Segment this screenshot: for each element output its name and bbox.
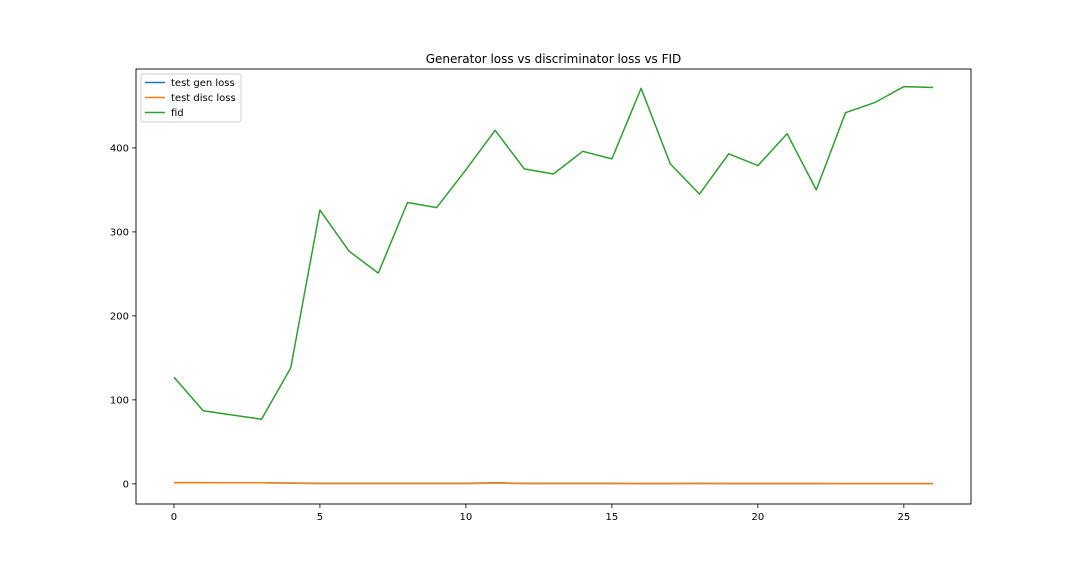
series-layer — [173, 85, 934, 485]
legend-label-fid: fid — [171, 108, 184, 119]
x-tick-label: 25 — [897, 512, 910, 523]
legend: test gen loss test disc loss fid — [140, 73, 242, 123]
x-tick-label: 15 — [606, 512, 619, 523]
series-line-test-disc-loss — [174, 481, 933, 485]
legend-frame — [140, 73, 242, 123]
y-tick-label: 100 — [110, 395, 129, 406]
y-tick-label: 200 — [110, 311, 129, 322]
y-tick-label: 0 — [123, 479, 129, 490]
y-axis-ticks: 0 100 200 300 400 — [110, 143, 136, 490]
x-tick-label: 20 — [752, 512, 765, 523]
y-tick-label: 300 — [110, 227, 129, 238]
chart-title: Generator loss vs discriminator loss vs … — [426, 52, 682, 66]
legend-label-test-gen-loss: test gen loss — [171, 78, 235, 89]
y-tick-label: 400 — [110, 143, 129, 154]
plot-area-frame — [135, 68, 972, 505]
series-line-fid — [173, 85, 934, 420]
x-axis-ticks: 0 5 10 15 20 25 — [171, 504, 910, 523]
x-tick-label: 10 — [460, 512, 473, 523]
legend-label-test-disc-loss: test disc loss — [171, 93, 236, 104]
x-tick-label: 5 — [317, 512, 323, 523]
x-tick-label: 0 — [171, 512, 177, 523]
